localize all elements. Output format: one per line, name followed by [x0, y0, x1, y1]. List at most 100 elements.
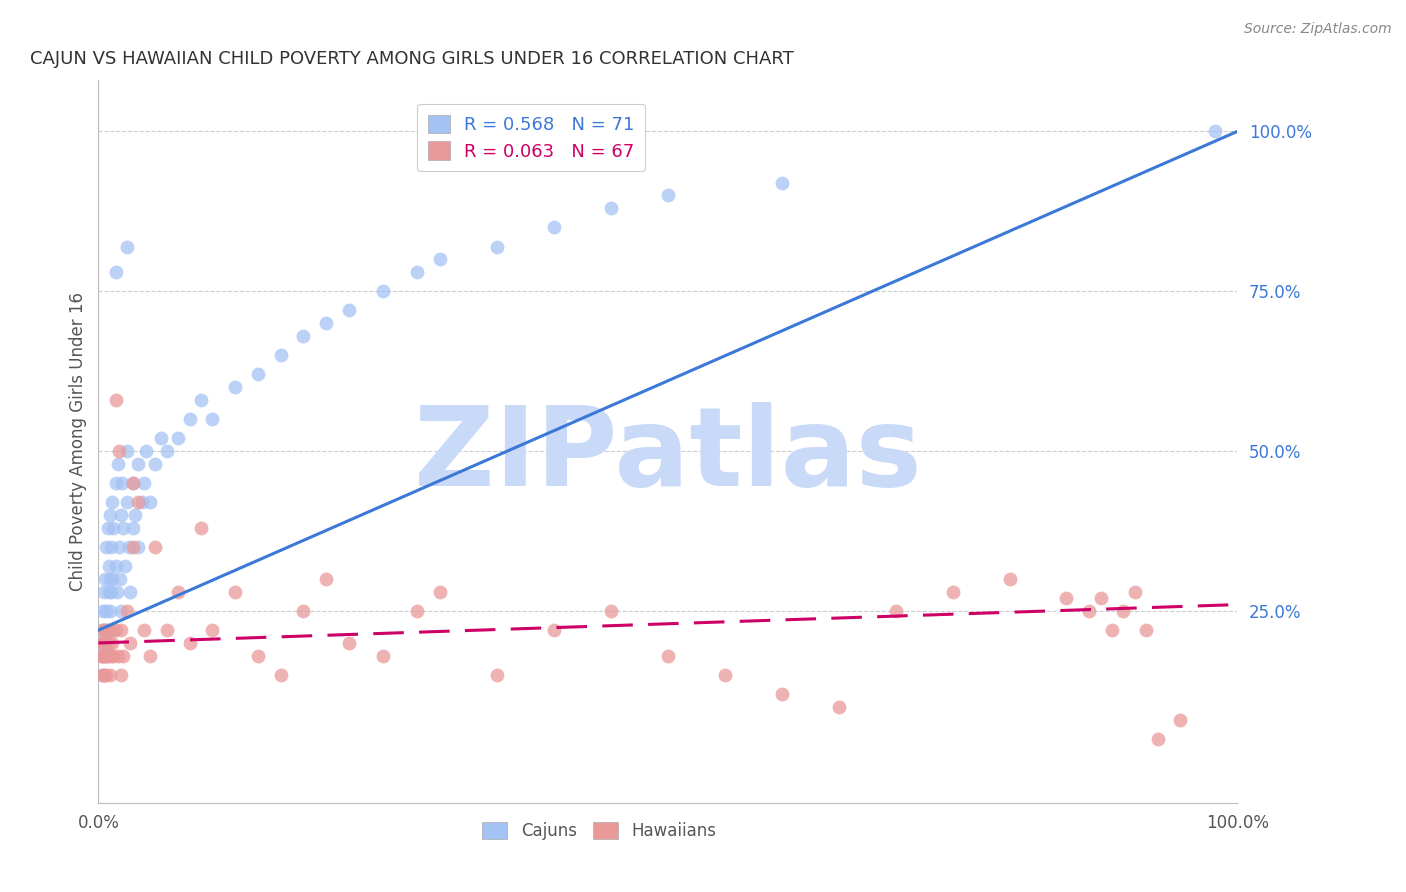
Point: [179, 412, 201, 426]
Point: [120, 636, 142, 650]
Point: [371, 648, 394, 663]
Point: [96, 668, 118, 682]
Point: [94, 648, 117, 663]
Point: [90, 648, 112, 663]
Point: [406, 604, 429, 618]
Point: [429, 252, 451, 267]
Point: [770, 176, 793, 190]
Point: [93, 648, 115, 663]
Point: [101, 495, 124, 509]
Point: [104, 392, 127, 407]
Point: [337, 303, 360, 318]
Point: [543, 220, 565, 235]
Point: [224, 380, 246, 394]
Point: [315, 316, 337, 330]
Point: [90, 648, 112, 663]
Point: [292, 604, 315, 618]
Text: Source: ZipAtlas.com: Source: ZipAtlas.com: [1244, 22, 1392, 37]
Point: [98, 623, 121, 637]
Point: [110, 668, 132, 682]
Point: [201, 412, 224, 426]
Point: [96, 623, 118, 637]
Point: [91, 623, 114, 637]
Point: [108, 540, 131, 554]
Point: [94, 636, 117, 650]
Point: [246, 368, 269, 382]
Point: [246, 648, 269, 663]
Point: [132, 623, 155, 637]
Point: [145, 457, 167, 471]
Point: [429, 584, 451, 599]
Point: [127, 495, 149, 509]
Point: [121, 540, 143, 554]
Legend: Cajuns, Hawaiians: Cajuns, Hawaiians: [474, 814, 725, 848]
Point: [90, 636, 112, 650]
Point: [98, 572, 121, 586]
Point: [190, 392, 212, 407]
Point: [127, 540, 149, 554]
Point: [96, 521, 118, 535]
Point: [103, 623, 125, 637]
Point: [94, 623, 117, 637]
Point: [132, 476, 155, 491]
Point: [1123, 584, 1146, 599]
Point: [167, 431, 190, 445]
Point: [1135, 623, 1157, 637]
Point: [167, 584, 190, 599]
Point: [371, 285, 394, 299]
Text: CAJUN VS HAWAIIAN CHILD POVERTY AMONG GIRLS UNDER 16 CORRELATION CHART: CAJUN VS HAWAIIAN CHILD POVERTY AMONG GI…: [30, 50, 794, 68]
Point: [145, 540, 167, 554]
Point: [315, 572, 337, 586]
Point: [486, 239, 509, 253]
Point: [90, 636, 112, 650]
Point: [121, 476, 143, 491]
Point: [120, 584, 142, 599]
Point: [108, 572, 131, 586]
Point: [112, 521, 135, 535]
Point: [112, 648, 135, 663]
Point: [156, 444, 179, 458]
Point: [105, 584, 128, 599]
Point: [828, 699, 851, 714]
Point: [104, 559, 127, 574]
Point: [138, 648, 160, 663]
Point: [94, 572, 117, 586]
Point: [884, 604, 907, 618]
Point: [101, 572, 124, 586]
Point: [486, 668, 509, 682]
Point: [138, 495, 160, 509]
Point: [942, 584, 965, 599]
Point: [998, 572, 1021, 586]
Point: [91, 648, 114, 663]
Point: [406, 265, 429, 279]
Point: [96, 604, 118, 618]
Point: [108, 444, 131, 458]
Point: [90, 623, 112, 637]
Point: [1112, 604, 1135, 618]
Point: [190, 521, 212, 535]
Point: [115, 239, 138, 253]
Point: [135, 444, 157, 458]
Point: [224, 584, 246, 599]
Point: [657, 648, 679, 663]
Point: [100, 584, 122, 599]
Point: [97, 636, 120, 650]
Point: [657, 188, 679, 202]
Point: [121, 476, 143, 491]
Point: [114, 559, 136, 574]
Text: ZIPatlas: ZIPatlas: [413, 402, 922, 509]
Point: [103, 648, 125, 663]
Point: [121, 521, 143, 535]
Point: [156, 623, 179, 637]
Point: [100, 648, 122, 663]
Point: [91, 604, 114, 618]
Point: [101, 636, 124, 650]
Point: [150, 431, 173, 445]
Point: [107, 648, 129, 663]
Point: [93, 584, 115, 599]
Point: [770, 687, 793, 701]
Point: [93, 668, 115, 682]
Point: [115, 495, 138, 509]
Point: [124, 508, 146, 522]
Point: [201, 623, 224, 637]
